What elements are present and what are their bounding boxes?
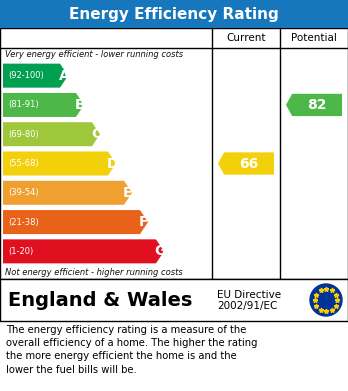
Polygon shape — [3, 181, 132, 205]
Text: The energy efficiency rating is a measure of the
overall efficiency of a home. T: The energy efficiency rating is a measur… — [6, 325, 258, 375]
Text: (1-20): (1-20) — [8, 247, 33, 256]
Text: C: C — [91, 127, 101, 141]
Polygon shape — [3, 210, 148, 234]
Text: Energy Efficiency Rating: Energy Efficiency Rating — [69, 7, 279, 22]
Circle shape — [310, 284, 342, 316]
Text: EU Directive: EU Directive — [217, 290, 281, 300]
Bar — [0, 279, 348, 321]
Text: E: E — [123, 186, 133, 200]
Polygon shape — [286, 94, 342, 116]
Polygon shape — [3, 93, 84, 117]
Text: D: D — [106, 156, 118, 170]
Text: 82: 82 — [307, 98, 327, 112]
Text: (21-38): (21-38) — [8, 217, 39, 226]
Text: Potential: Potential — [291, 33, 337, 43]
Polygon shape — [3, 239, 164, 264]
Text: Not energy efficient - higher running costs: Not energy efficient - higher running co… — [5, 268, 183, 277]
Text: (69-80): (69-80) — [8, 130, 39, 139]
Bar — [0, 28, 348, 279]
Polygon shape — [218, 152, 274, 175]
Text: F: F — [139, 215, 149, 229]
Text: 66: 66 — [239, 156, 259, 170]
Text: Very energy efficient - lower running costs: Very energy efficient - lower running co… — [5, 50, 183, 59]
Text: (81-91): (81-91) — [8, 100, 39, 109]
Bar — [0, 0, 348, 28]
Text: A: A — [58, 69, 69, 83]
Text: B: B — [75, 98, 85, 112]
Text: (39-54): (39-54) — [8, 188, 39, 197]
Polygon shape — [3, 64, 68, 88]
Text: Current: Current — [226, 33, 266, 43]
Polygon shape — [3, 151, 116, 176]
Text: England & Wales: England & Wales — [8, 291, 192, 310]
Text: (92-100): (92-100) — [8, 71, 44, 80]
Text: G: G — [154, 244, 166, 258]
Text: 2002/91/EC: 2002/91/EC — [217, 301, 277, 311]
Polygon shape — [3, 122, 100, 146]
Text: (55-68): (55-68) — [8, 159, 39, 168]
